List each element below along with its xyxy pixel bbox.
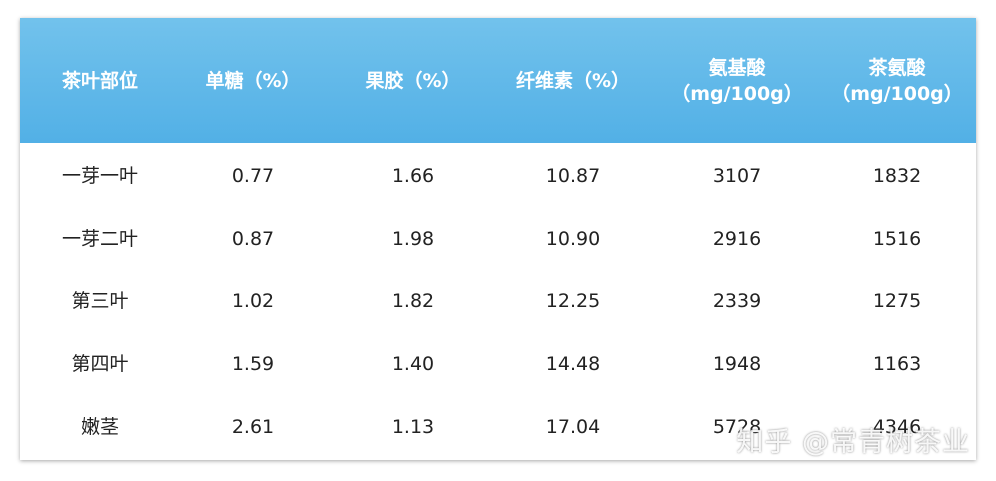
table-cell: 1.02 <box>231 290 275 312</box>
table-cell: 1.98 <box>391 228 435 250</box>
table-cell: 12.25 <box>545 290 601 312</box>
header-cell: 茶叶部位 <box>20 18 180 143</box>
header-text: 氨基酸 <box>708 56 766 79</box>
table-cell: 14.48 <box>545 353 601 375</box>
header-cell: 单糖（%） <box>173 18 333 143</box>
table-cell: 3107 <box>712 165 762 187</box>
table-cell: 一芽一叶 <box>61 165 138 187</box>
table-cell: 1.59 <box>231 353 275 375</box>
table-cell: 1275 <box>872 290 922 312</box>
header-text: 果胶（%） <box>365 69 461 92</box>
table-cell: 2339 <box>712 290 762 312</box>
header-cell: 果胶（%） <box>333 18 493 143</box>
table-cell: 第四叶 <box>71 353 129 375</box>
table-cell: 2.61 <box>231 416 275 438</box>
table-cell: 嫩茎 <box>80 416 119 438</box>
header-text: （mg/100g） <box>831 82 963 105</box>
header-cell: 氨基酸 （mg/100g） <box>657 18 817 143</box>
table-header: 茶叶部位 单糖（%） 果胶（%） 纤维素（%） 氨基酸 （mg/100g） 茶氨酸 （mg/1… <box>20 18 976 143</box>
table-cell: 0.87 <box>231 228 275 250</box>
header-text: 纤维素（%） <box>515 69 631 92</box>
table-cell: 10.87 <box>545 165 601 187</box>
table-cell: 5728 <box>712 416 762 438</box>
table-cell: 1832 <box>872 165 922 187</box>
table-cell: 4346 <box>872 416 922 438</box>
table-cell: 1163 <box>872 353 922 375</box>
table-cell: 17.04 <box>545 416 601 438</box>
table-cell: 1.13 <box>391 416 435 438</box>
table-cell: 0.77 <box>231 165 275 187</box>
table-cell: 10.90 <box>545 228 601 250</box>
table-cell: 1.66 <box>391 165 435 187</box>
header-text: 单糖（%） <box>205 69 301 92</box>
header-cell: 茶氨酸 （mg/100g） <box>817 18 977 143</box>
header-cell: 纤维素（%） <box>493 18 653 143</box>
table-cell: 2916 <box>712 228 762 250</box>
header-text: 茶氨酸 <box>868 56 926 79</box>
header-text: 茶叶部位 <box>61 69 138 92</box>
watermark: 知乎 @常青树茶业 <box>736 427 970 458</box>
header-text: （mg/100g） <box>671 82 803 105</box>
table-cell: 1948 <box>712 353 762 375</box>
table-cell: 一芽二叶 <box>61 228 138 250</box>
table-cell: 1516 <box>872 228 922 250</box>
table-cell: 1.82 <box>391 290 435 312</box>
table-cell: 1.40 <box>391 353 435 375</box>
table-card: 茶叶部位 单糖（%） 果胶（%） 纤维素（%） 氨基酸 （mg/100g） 茶氨酸 （mg/1… <box>20 18 976 460</box>
table-cell: 第三叶 <box>71 290 129 312</box>
